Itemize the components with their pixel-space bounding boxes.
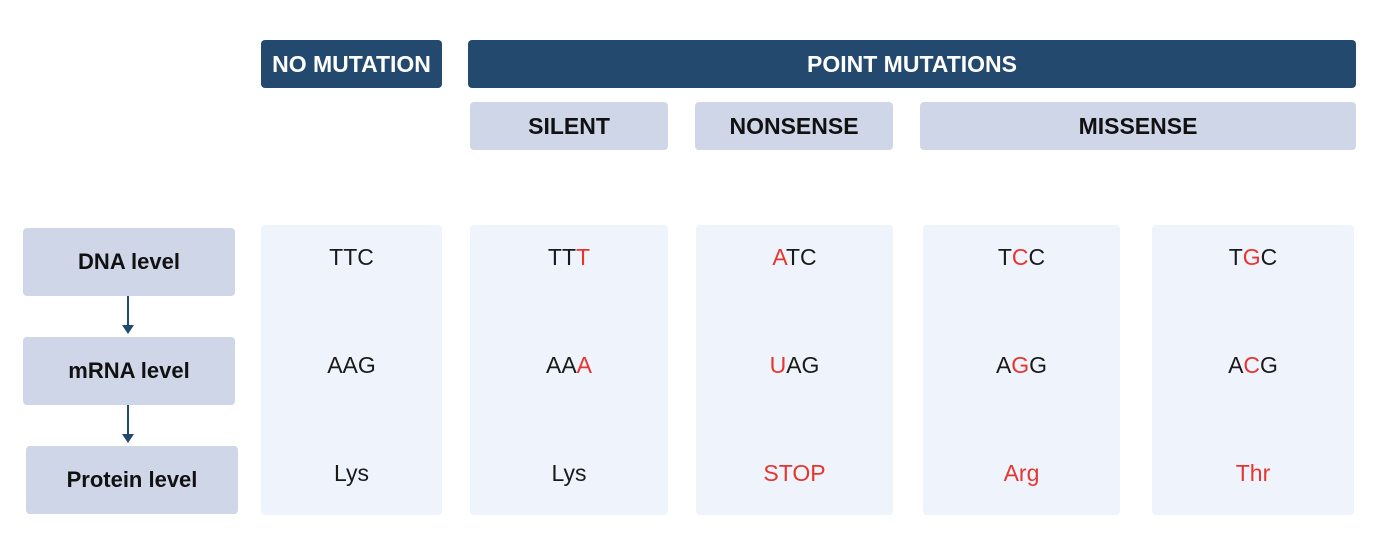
base-segment: TC bbox=[785, 244, 817, 270]
mutated-base: C bbox=[1011, 244, 1029, 270]
mrna-codon: AGG bbox=[923, 351, 1120, 379]
amino-acid: STOP bbox=[763, 460, 826, 486]
dna-codon: TGC bbox=[1152, 243, 1354, 271]
mutated-base: A bbox=[576, 352, 593, 378]
base-segment: T bbox=[997, 244, 1012, 270]
mutated-base: G bbox=[1242, 244, 1261, 270]
base-segment: C bbox=[1028, 244, 1046, 270]
missense-header: MISSENSE bbox=[920, 102, 1356, 150]
base-segment: T bbox=[1228, 244, 1243, 270]
protein-level-label: Protein level bbox=[26, 446, 238, 514]
dna-codon: TCC bbox=[923, 243, 1120, 271]
base-segment: TTC bbox=[329, 244, 374, 270]
base-segment: AG bbox=[786, 352, 820, 378]
silent-header: SILENT bbox=[470, 102, 668, 150]
column-missense-2: TGC ACG Thr bbox=[1152, 225, 1354, 515]
base-segment: TT bbox=[547, 244, 577, 270]
mrna-codon: UAG bbox=[696, 351, 893, 379]
base-segment: AAG bbox=[327, 352, 376, 378]
amino-acid: Lys bbox=[551, 460, 587, 486]
down-arrow-icon bbox=[122, 296, 134, 334]
amino-acid: Lys bbox=[334, 460, 369, 486]
base-segment: A bbox=[1228, 352, 1244, 378]
no-mutation-header: NO MUTATION bbox=[261, 40, 442, 88]
mrna-codon: AAA bbox=[470, 351, 668, 379]
column-no-mutation: TTC AAG Lys bbox=[261, 225, 442, 515]
mrna-codon: AAG bbox=[261, 351, 442, 379]
amino-acid: Arg bbox=[1003, 460, 1040, 486]
base-segment: G bbox=[1029, 352, 1048, 378]
down-arrow-icon bbox=[122, 405, 134, 443]
mrna-codon: ACG bbox=[1152, 351, 1354, 379]
mutated-base: T bbox=[576, 244, 591, 270]
mrna-level-label: mRNA level bbox=[23, 337, 235, 405]
column-nonsense: ATC UAG STOP bbox=[696, 225, 893, 515]
amino-acid: Thr bbox=[1235, 460, 1271, 486]
base-segment: G bbox=[1260, 352, 1278, 378]
point-mutations-header: POINT MUTATIONS bbox=[468, 40, 1356, 88]
column-missense-1: TCC AGG Arg bbox=[923, 225, 1120, 515]
mutated-base: C bbox=[1243, 352, 1261, 378]
column-silent: TTT AAA Lys bbox=[470, 225, 668, 515]
mutated-base: G bbox=[1011, 352, 1030, 378]
dna-codon: TTC bbox=[261, 243, 442, 271]
dna-codon: ATC bbox=[696, 243, 893, 271]
base-segment: AA bbox=[545, 352, 577, 378]
base-segment: A bbox=[995, 352, 1012, 378]
dna-codon: TTT bbox=[470, 243, 668, 271]
mutated-base: U bbox=[769, 352, 787, 378]
mutated-base: A bbox=[772, 244, 786, 270]
nonsense-header: NONSENSE bbox=[695, 102, 893, 150]
base-segment: C bbox=[1260, 244, 1278, 270]
dna-level-label: DNA level bbox=[23, 228, 235, 296]
